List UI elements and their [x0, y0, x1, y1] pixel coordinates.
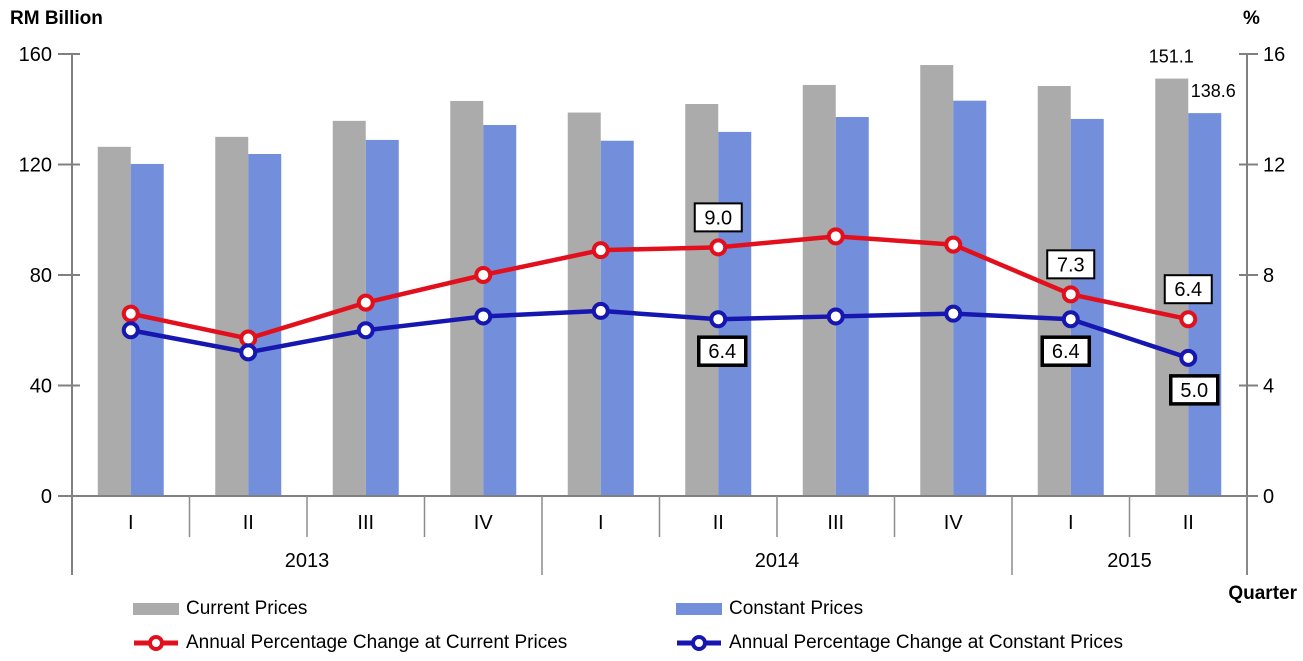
bar-value-label: 151.1	[1149, 47, 1194, 67]
legend-label: Current Prices	[186, 598, 308, 619]
legend-item-current-prices: Current Prices	[133, 598, 307, 620]
current-prices-swatch-icon	[133, 603, 179, 615]
legend-item-pct-constant-prices: Annual Percentage Change at Constant Pri…	[676, 632, 1123, 654]
right-axis-tick-label: 8	[1263, 265, 1274, 287]
point-label: 6.4	[1052, 341, 1080, 363]
quarter-label: III	[357, 512, 374, 534]
quarter-label: II	[713, 512, 724, 534]
x-axis-title: Quarter	[1228, 583, 1297, 604]
bar-constant-prices	[248, 154, 282, 496]
bar-current-prices	[685, 104, 719, 496]
right-axis-tick-label: 4	[1263, 376, 1274, 398]
point-label-box	[1046, 249, 1096, 280]
point-label-box	[1163, 274, 1213, 305]
legend-item-constant-prices: Constant Prices	[676, 598, 863, 620]
line-marker	[944, 235, 963, 254]
quarter-label: II	[243, 512, 254, 534]
quarter-label: IV	[474, 512, 494, 534]
bar-current-prices	[215, 136, 249, 496]
line-marker	[1179, 348, 1198, 367]
line-marker	[121, 304, 140, 323]
line-marker	[1061, 285, 1080, 304]
point-label-box	[1169, 374, 1220, 406]
line-marker	[826, 307, 845, 326]
left-axis-tick-label: 80	[30, 265, 52, 287]
legend-label: Annual Percentage Change at Current Pric…	[186, 632, 568, 653]
right-axis-tick-label: 12	[1263, 155, 1285, 177]
line-series	[130, 234, 1189, 341]
line-marker	[709, 238, 728, 257]
bar-constant-prices	[1070, 118, 1104, 496]
legend-item-pct-current-prices: Annual Percentage Change at Current Pric…	[133, 632, 567, 654]
quarter-label: I	[128, 512, 134, 534]
line-marker	[356, 321, 375, 340]
line-marker	[709, 310, 728, 329]
bar-current-prices	[920, 65, 954, 497]
line-marker	[1179, 310, 1198, 329]
point-label: 6.4	[708, 341, 736, 363]
line-marker	[591, 301, 610, 320]
quarter-label: I	[1068, 512, 1074, 534]
right-axis-tick-label: 16	[1263, 44, 1285, 66]
point-label-box	[697, 335, 748, 367]
year-label: 2015	[1107, 550, 1152, 572]
line-marker	[474, 307, 493, 326]
bar-constant-prices	[1188, 113, 1222, 497]
year-label: 2014	[755, 550, 800, 572]
bar-current-prices	[97, 146, 131, 496]
constant-prices-swatch-icon	[676, 603, 722, 615]
line-marker	[826, 227, 845, 246]
bar-constant-prices	[835, 116, 869, 497]
line-marker	[239, 343, 258, 362]
quarter-label: II	[1183, 512, 1194, 534]
right-axis-tick-label: 0	[1263, 486, 1274, 508]
line-marker	[356, 293, 375, 312]
legend-label: Constant Prices	[729, 598, 864, 619]
point-label-box	[1040, 335, 1091, 367]
point-label: 5.0	[1180, 380, 1208, 402]
point-label: 7.3	[1057, 254, 1085, 276]
quarter-label: III	[827, 512, 844, 534]
quarter-label: I	[598, 512, 604, 534]
bar-constant-prices	[600, 140, 634, 496]
bar-constant-prices	[365, 139, 399, 496]
line-marker	[474, 266, 493, 284]
left-axis-tick-label: 40	[30, 376, 52, 398]
line-marker	[121, 321, 140, 340]
year-label: 2013	[285, 550, 330, 572]
line-marker	[944, 304, 963, 323]
bar-current-prices	[450, 100, 484, 497]
left-axis-tick-label: 160	[19, 44, 52, 66]
bar-value-label: 138.6	[1191, 81, 1236, 101]
left-axis-tick-label: 0	[41, 486, 52, 508]
line-marker-icon	[133, 633, 179, 653]
legend-label: Annual Percentage Change at Constant Pri…	[729, 632, 1123, 653]
point-label: 6.4	[1174, 279, 1202, 301]
left-axis-tick-label: 120	[19, 155, 52, 177]
point-label-box	[693, 202, 743, 233]
point-label: 9.0	[704, 207, 732, 229]
left-axis-title: RM Billion	[10, 8, 103, 29]
bar-current-prices	[802, 84, 836, 496]
line-marker	[1061, 310, 1080, 329]
line-marker	[591, 241, 610, 260]
quarter-label: IV	[944, 512, 964, 534]
bar-constant-prices	[953, 100, 987, 496]
right-axis-title: %	[1243, 8, 1260, 29]
line-marker-icon	[676, 633, 722, 653]
line-series	[130, 308, 1189, 361]
